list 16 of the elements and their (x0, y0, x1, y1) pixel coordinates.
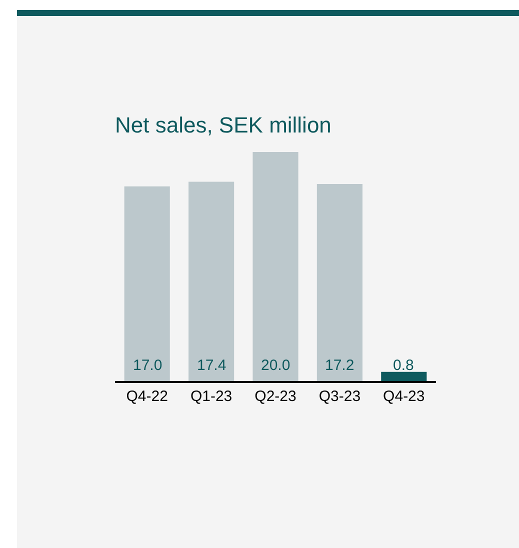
bar (252, 152, 298, 381)
x-tick-label: Q3-23 (318, 388, 361, 405)
bar (124, 186, 170, 381)
data-label: 17.0 (133, 357, 162, 374)
x-tick-label: Q4-23 (383, 388, 425, 405)
data-label: 17.4 (197, 357, 226, 374)
data-label: 0.8 (393, 357, 414, 374)
data-label: 17.2 (325, 357, 354, 374)
x-tick-label: Q4-22 (126, 388, 168, 405)
bar (316, 184, 362, 381)
bar (381, 372, 427, 381)
bar (188, 182, 234, 381)
data-label: 20.0 (261, 357, 290, 374)
x-tick-label: Q1-23 (190, 388, 232, 405)
x-tick-label: Q2-23 (254, 388, 296, 405)
chart-title: Net sales, SEK million (115, 112, 332, 138)
